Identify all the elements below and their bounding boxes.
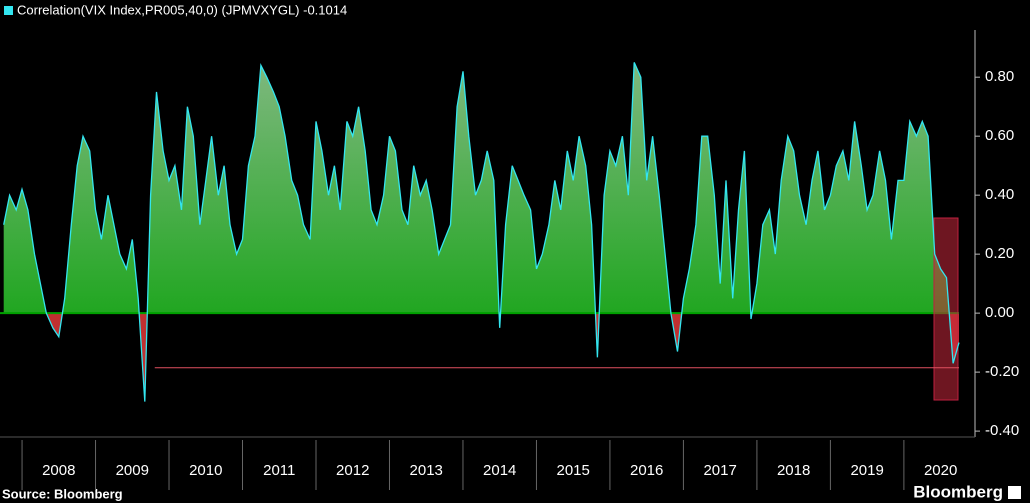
- x-tick-label: 2011: [263, 462, 295, 479]
- y-tick-label: 0.60: [985, 127, 1014, 144]
- x-tick-label: 2016: [630, 462, 663, 479]
- x-tick-label: 2013: [410, 462, 443, 479]
- x-tick-label: 2015: [557, 462, 590, 479]
- x-tick-label: 2009: [116, 462, 149, 479]
- area-positive: [3, 62, 959, 314]
- x-tick-label: 2012: [336, 462, 369, 479]
- x-tick-label: 2014: [483, 462, 516, 479]
- x-tick-label: 2019: [850, 462, 883, 479]
- highlight-box: [933, 217, 959, 401]
- x-tick-label: 2008: [42, 462, 75, 479]
- y-tick-label: 0.40: [985, 186, 1014, 203]
- legend-swatch: [4, 6, 13, 15]
- source: Source: Bloomberg: [2, 486, 123, 501]
- x-tick-label: 2010: [189, 462, 222, 479]
- y-tick-label: 0.80: [985, 68, 1014, 85]
- y-tick-label: 0.20: [985, 245, 1014, 262]
- series-line: [3, 62, 960, 402]
- x-tick-label: 2018: [777, 462, 810, 479]
- brand: Bloomberg: [913, 482, 1003, 501]
- x-tick-label: 2017: [703, 462, 736, 479]
- x-tick-label: 2020: [924, 462, 957, 479]
- y-tick-label: -0.40: [985, 422, 1019, 439]
- y-tick-label: 0.00: [985, 304, 1014, 321]
- legend-label: Correlation(VIX Index,PR005,40,0) (JPMVX…: [17, 2, 347, 17]
- brand-icon: [1008, 486, 1021, 499]
- y-tick-label: -0.20: [985, 363, 1019, 380]
